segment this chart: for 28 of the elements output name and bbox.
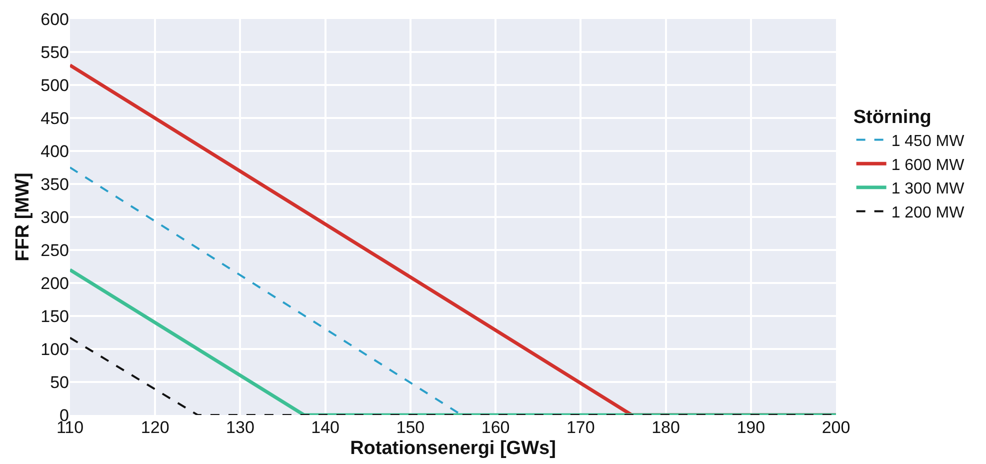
x-tick-label: 120 — [140, 418, 170, 437]
y-tick-label: 300 — [40, 208, 69, 227]
x-tick-label: 180 — [652, 418, 680, 437]
y-tick-label: 350 — [40, 174, 69, 194]
x-tick-label: 140 — [311, 418, 340, 437]
x-tick-label: 150 — [396, 418, 425, 437]
legend-label: 1 450 MW — [891, 133, 966, 150]
x-tick-label: 170 — [566, 418, 595, 437]
y-tick-label: 50 — [50, 372, 69, 392]
legend-label: 1 300 MW — [891, 180, 966, 198]
y-tick-label: 150 — [40, 306, 69, 326]
legend-title: Störning — [853, 106, 932, 128]
x-tick-label: 200 — [822, 418, 850, 437]
y-tick-label: 200 — [40, 274, 69, 293]
x-tick-label: 160 — [481, 418, 510, 437]
y-axis-title: FFR [MW] — [12, 172, 34, 262]
x-tick-label: 130 — [226, 418, 254, 437]
x-tick-label: 190 — [736, 418, 766, 437]
y-tick-label: 500 — [40, 76, 69, 95]
legend-label: 1 200 MW — [891, 204, 966, 222]
y-tick-label: 400 — [40, 142, 69, 161]
y-tick-label: 550 — [40, 42, 69, 62]
legend-label: 1 600 MW — [891, 156, 966, 174]
x-axis-title: Rotationsenergi [GWs] — [350, 438, 556, 459]
y-tick-label: 100 — [40, 340, 69, 359]
y-tick-label: 600 — [40, 10, 69, 29]
y-tick-label: 250 — [40, 240, 69, 260]
y-tick-label: 450 — [40, 108, 69, 128]
